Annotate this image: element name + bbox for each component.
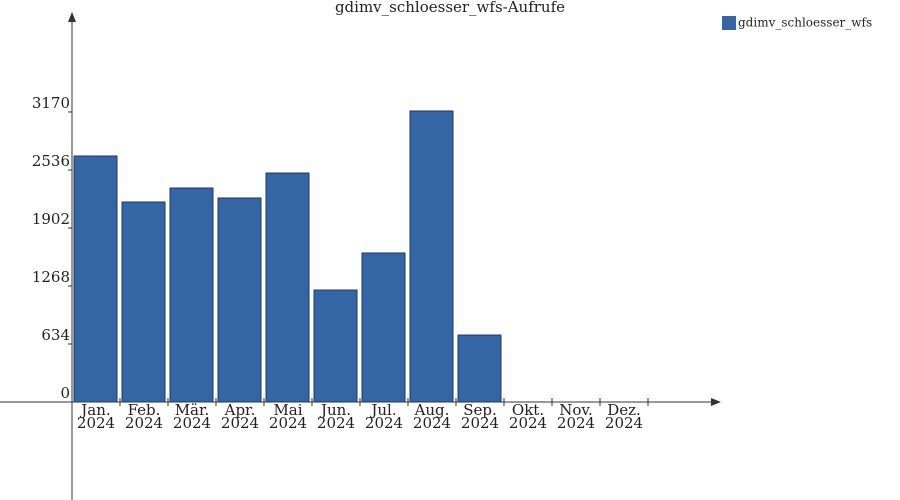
bar: [73, 155, 118, 403]
chart-title: gdimv_schloesser_wfs-Aufrufe: [335, 0, 565, 16]
bar: [121, 201, 166, 403]
bar: [217, 197, 262, 403]
x-tick-label: 2024: [221, 414, 259, 432]
bar: [457, 334, 502, 403]
x-axis-arrow: [711, 398, 721, 406]
x-tick-label: Feb.: [128, 401, 161, 419]
x-tick-label: Nov.: [559, 401, 593, 419]
x-tick-label: Mai: [273, 401, 302, 419]
x-tick-label: 2024: [605, 414, 643, 432]
x-tick-label: Sep.: [463, 401, 497, 419]
x-tick-label: Jul.: [369, 401, 396, 419]
x-tick-label: Dez.: [607, 401, 641, 419]
y-tick-label: 2536: [32, 152, 70, 170]
y-tick-label: 634: [41, 326, 70, 344]
bar: [169, 187, 214, 403]
x-tick-label: Apr.: [224, 401, 256, 419]
bar: [265, 172, 310, 403]
x-tick-label: Mär.: [175, 401, 210, 419]
x-tick-label: Jan.: [79, 401, 110, 419]
x-tick-label: Jun.: [319, 401, 351, 419]
x-tick-label: 2024: [269, 414, 307, 432]
x-tick-label: 2024: [317, 414, 355, 432]
x-tick-label: Aug.: [414, 401, 450, 419]
y-tick-label: 1268: [32, 268, 70, 286]
x-tick-label: 2024: [461, 414, 499, 432]
x-tick-label: 2024: [365, 414, 403, 432]
bar: [409, 110, 454, 403]
x-tick-label: 2024: [125, 414, 163, 432]
bar: [313, 289, 358, 403]
y-tick-label: 1902: [32, 210, 70, 228]
legend-swatch: [722, 16, 736, 30]
x-tick-label: Okt.: [512, 401, 544, 419]
y-tick-label: 3170: [32, 94, 70, 112]
y-tick-label: 0: [60, 384, 70, 402]
x-tick-label: 2024: [77, 414, 115, 432]
y-axis-arrow: [68, 12, 76, 22]
x-tick-label: 2024: [413, 414, 451, 432]
legend-label: gdimv_schloesser_wfs: [738, 16, 872, 30]
bar: [361, 252, 406, 403]
x-tick-label: 2024: [173, 414, 211, 432]
x-tick-label: 2024: [557, 414, 595, 432]
x-tick-label: 2024: [509, 414, 547, 432]
